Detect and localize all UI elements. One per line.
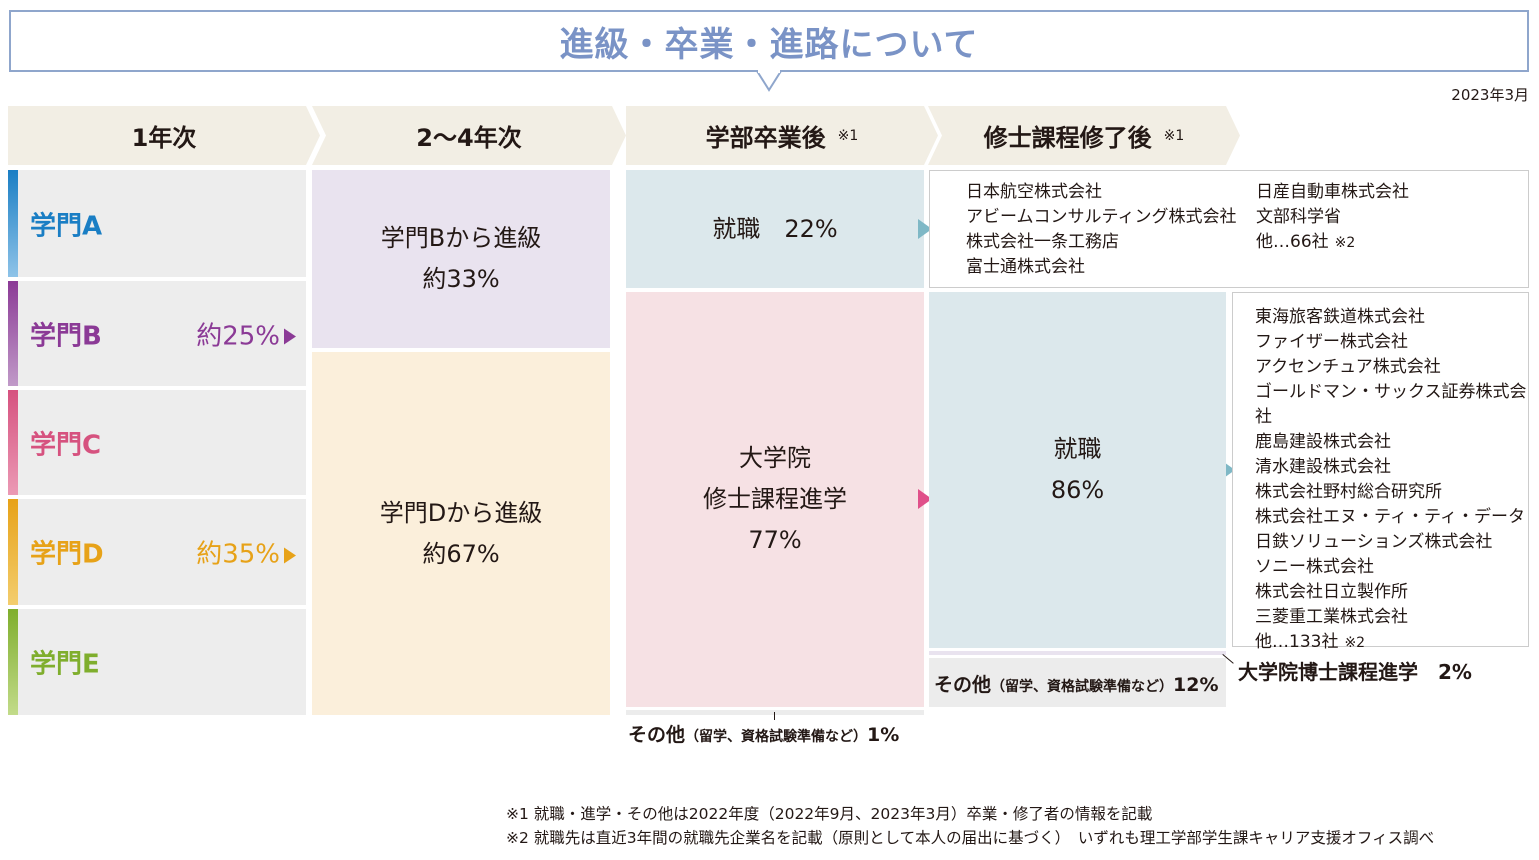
- arrow-right-icon: [284, 547, 296, 563]
- dept-c-name: 学門C: [30, 430, 102, 460]
- footnote-ref: ※2: [1334, 235, 1356, 251]
- arrow-right-icon: [918, 489, 932, 509]
- header-year1: 1年次: [8, 106, 320, 165]
- advance-b-box: 学門Bから進級 約33%: [312, 170, 610, 348]
- company-item: ソニー株式会社: [1255, 557, 1374, 577]
- advance-d-box: 学門Dから進級 約67%: [312, 352, 610, 715]
- dept-a-bar: [8, 170, 18, 277]
- master-companies-box: 東海旅客鉄道株式会社 ファイザー株式会社 アクセンチュア株式会社 ゴールドマン・…: [1232, 292, 1529, 652]
- company-item: 鹿島建設株式会社: [1255, 432, 1391, 452]
- master-employment-pct: 86%: [1050, 476, 1105, 504]
- dept-b-bar: [8, 281, 18, 386]
- master-other-box: その他（留学、資格試験準備など）12%: [929, 658, 1226, 707]
- company-item-other-text: 他…66社: [1256, 232, 1329, 252]
- bachelor-other-text: その他（留学、資格試験準備など）1%: [628, 720, 899, 747]
- company-item: 株式会社日立製作所: [1255, 582, 1408, 602]
- title-box: 進級・卒業・進路について: [9, 10, 1529, 72]
- dept-d: 学門D 約35%: [8, 499, 306, 605]
- company-item-other: 他…133社 ※2: [1255, 630, 1528, 656]
- advance-d-label: 学門Dから進級: [379, 498, 543, 527]
- dept-d-bar: [8, 499, 18, 605]
- master-other-main: その他: [934, 674, 992, 696]
- dept-d-name: 学門D: [30, 539, 104, 570]
- master-doctoral-strip: [929, 651, 1226, 655]
- bachelor-other-main: その他: [628, 724, 686, 746]
- dept-c: 学門C: [8, 390, 306, 495]
- header-after-bachelor-note: ※1: [837, 127, 859, 144]
- company-item: 東海旅客鉄道株式会社: [1255, 307, 1425, 327]
- company-item: ファイザー株式会社: [1255, 332, 1408, 352]
- page-title: 進級・卒業・進路について: [559, 24, 979, 65]
- bachelor-other-sub: （留学、資格試験準備など）: [685, 729, 868, 745]
- arrow-right-icon: [284, 328, 296, 345]
- company-item-other-text: 他…133社: [1255, 632, 1339, 652]
- bachelor-grad-line2: 修士課程進学: [703, 485, 847, 513]
- header-after-bachelor: 学部卒業後 ※1: [626, 106, 938, 165]
- bachelor-grad-box: 大学院 修士課程進学 77%: [626, 292, 924, 707]
- company-item: アクセンチュア株式会社: [1255, 357, 1441, 377]
- dept-c-bar: [8, 390, 18, 495]
- footnotes: ※1 就職・進学・その他は2022年度（2022年9月、2023年3月）卒業・修…: [506, 802, 1434, 850]
- company-item: 富士通株式会社: [966, 257, 1085, 277]
- master-other-text: その他（留学、資格試験準備など）12%: [934, 670, 1219, 697]
- footnote-2: ※2 就職先は直近3年間の就職先企業名を記載（原則として本人の届出に基づく） い…: [506, 829, 1435, 847]
- footnote-1: ※1 就職・進学・その他は2022年度（2022年9月、2023年3月）卒業・修…: [506, 805, 1153, 823]
- company-item: 清水建設株式会社: [1255, 457, 1391, 477]
- company-item: 株式会社エヌ・ティ・ティ・データ: [1255, 507, 1525, 527]
- dept-e: 学門E: [8, 609, 306, 715]
- footnote-ref: ※2: [1344, 635, 1366, 651]
- header-year2to4-label: 2〜4年次: [416, 124, 522, 152]
- advance-b-pct: 約33%: [422, 265, 500, 293]
- company-item-other: 他…66社 ※2: [1256, 230, 1409, 256]
- bachelor-other-pct: 1%: [867, 724, 900, 746]
- bachelor-companies-box: 日本航空株式会社 アビームコンサルティング株式会社 株式会社一条工務店 富士通株…: [929, 170, 1529, 288]
- company-item: 文部科学省: [1256, 207, 1341, 227]
- dept-e-bar: [8, 609, 18, 715]
- advance-d-pct: 約67%: [422, 539, 500, 568]
- company-item: 三菱重工業株式会社: [1255, 607, 1408, 627]
- bachelor-employment-box: 就職 22%: [626, 170, 924, 288]
- dept-a: 学門A: [8, 170, 306, 277]
- header-year1-label: 1年次: [131, 124, 197, 152]
- master-companies-list: 東海旅客鉄道株式会社 ファイザー株式会社 アクセンチュア株式会社 ゴールドマン・…: [1255, 305, 1528, 656]
- company-item: 日本航空株式会社: [966, 182, 1102, 202]
- master-other-sub: （留学、資格試験準備など）: [991, 679, 1174, 695]
- company-item: 株式会社一条工務店: [966, 232, 1119, 252]
- bachelor-employment-label: 就職 22%: [712, 214, 838, 243]
- bachelor-other-strip: [626, 710, 924, 715]
- master-employment-box: 就職 86%: [929, 292, 1226, 648]
- company-item: 日産自動車株式会社: [1256, 182, 1409, 202]
- arrow-right-icon: [918, 219, 932, 239]
- bachelor-companies-col2: 日産自動車株式会社 文部科学省 他…66社 ※2: [1256, 180, 1409, 256]
- bachelor-grad-pct: 77%: [748, 526, 802, 554]
- header-after-master-label: 修士課程修了後: [983, 124, 1152, 152]
- dept-b-pct: 約25%: [196, 315, 296, 352]
- bachelor-companies-col1: 日本航空株式会社 アビームコンサルティング株式会社 株式会社一条工務店 富士通株…: [966, 180, 1236, 280]
- company-item: 株式会社野村総合研究所: [1255, 482, 1442, 502]
- company-item: ゴールドマン・サックス証券株式会社: [1255, 382, 1527, 427]
- bachelor-grad-line1: 大学院: [739, 444, 811, 472]
- bachelor-other-tick: [774, 712, 775, 720]
- title-pointer: [755, 70, 783, 92]
- header-after-master-note: ※1: [1163, 127, 1185, 144]
- header-after-bachelor-label: 学部卒業後: [705, 124, 826, 152]
- master-doctoral-text: 大学院博士課程進学 2%: [1238, 660, 1472, 684]
- header-after-master: 修士課程修了後 ※1: [928, 106, 1240, 165]
- master-employment-label: 就職: [1053, 435, 1102, 463]
- dept-b-name: 学門B: [30, 321, 102, 351]
- advance-b-label: 学門Bから進級: [380, 224, 542, 252]
- header-year2to4: 2〜4年次: [312, 106, 626, 165]
- dept-b: 学門B 約25%: [8, 281, 306, 386]
- master-other-pct: 12%: [1173, 674, 1219, 696]
- dept-b-pct-value: 約25%: [196, 321, 280, 351]
- dept-d-pct: 約35%: [196, 534, 296, 571]
- dept-d-pct-value: 約35%: [196, 539, 280, 570]
- company-item: アビームコンサルティング株式会社: [966, 207, 1237, 227]
- dept-e-name: 学門E: [30, 649, 100, 680]
- company-item: 日鉄ソリューションズ株式会社: [1255, 532, 1493, 552]
- dept-a-name: 学門A: [30, 211, 103, 241]
- date-label: 2023年3月: [1451, 86, 1529, 104]
